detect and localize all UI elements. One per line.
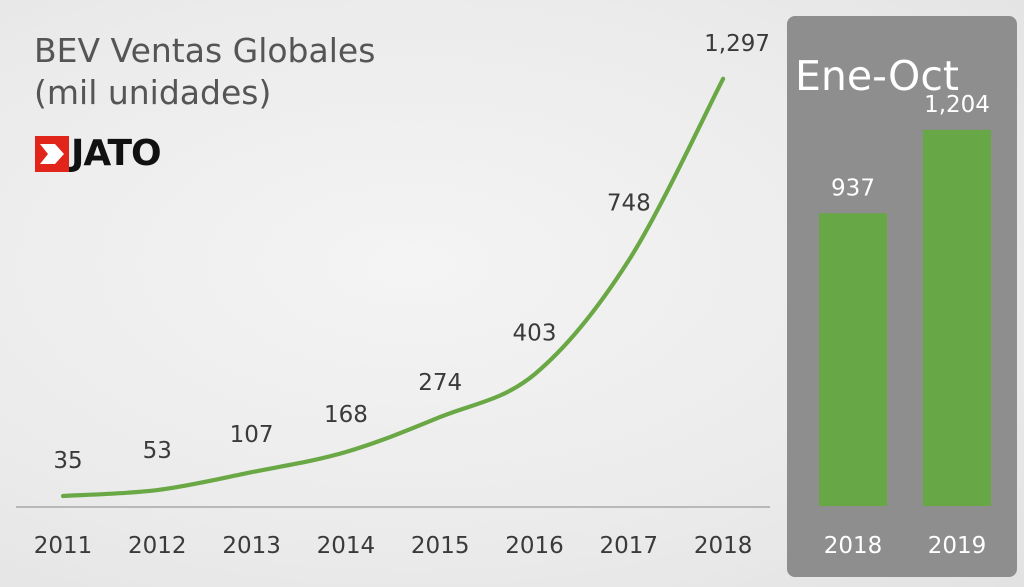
x-tick-label: 2012 [128,533,187,559]
bars: 937 2018 1,204 2019 [819,92,991,559]
logo-flag-icon [35,136,69,172]
title-line-1: BEV Ventas Globales [34,31,376,70]
value-label: 748 [607,190,651,216]
x-tick-label: 2016 [505,533,564,559]
value-label: 168 [324,402,368,428]
jato-logo: JATO [35,133,162,174]
x-tick-label: 2015 [411,533,470,559]
bar-category-label: 2019 [928,533,987,559]
x-tick-label: 2014 [317,533,376,559]
x-tick-label: 2017 [600,533,659,559]
value-label: 274 [418,370,462,396]
x-tick-label: 2011 [34,533,93,559]
title-line-2: (mil unidades) [34,73,272,112]
x-tick-labels: 2011 2012 2013 2014 2015 2016 2017 2018 [34,533,753,559]
value-labels: 35 53 107 168 274 403 748 1,297 [53,31,770,474]
x-tick-label: 2018 [694,533,753,559]
value-label: 107 [230,422,274,448]
bar-category-label: 2018 [824,533,883,559]
bar-value-label: 937 [831,175,875,201]
x-tick-label: 2013 [222,533,281,559]
value-label: 53 [143,438,172,464]
bar-value-label: 1,204 [924,92,990,118]
logo-text: JATO [71,133,162,174]
value-label: 403 [513,320,557,346]
panel-title: Ene-Oct [795,52,959,100]
value-label: 1,297 [704,31,770,57]
chart-title: BEV Ventas Globales (mil unidades) [34,30,375,114]
bar [923,129,991,506]
value-label: 35 [53,448,82,474]
bar [819,213,887,507]
series-line [60,76,726,499]
